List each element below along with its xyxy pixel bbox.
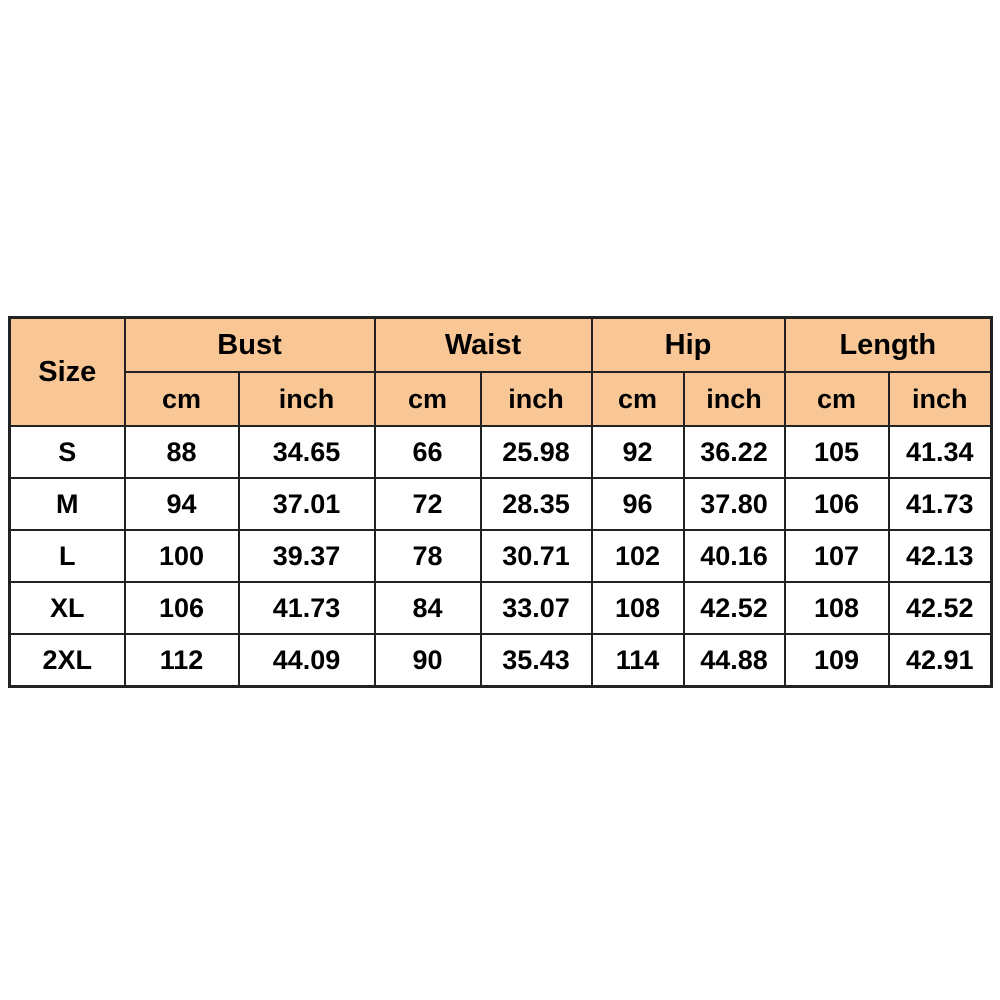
value-cell-bust-inch: 39.37: [237, 529, 376, 583]
size-chart-table: Size Bust Waist Hip Length cm inch cm in…: [8, 316, 994, 688]
size-cell: L: [8, 529, 126, 583]
value-cell-waist-cm: 66: [373, 425, 482, 479]
value-cell-waist-cm: 72: [373, 477, 482, 531]
table-row-s: S 88 34.65 66 25.98 92 36.22 105 41.34: [8, 425, 993, 479]
subheader-bust-cm: cm: [123, 371, 240, 427]
value-cell-waist-inch: 25.98: [479, 425, 593, 479]
value-cell-bust-inch: 41.73: [237, 581, 376, 635]
value-cell-hip-inch: 37.80: [682, 477, 786, 531]
value-cell-length-cm: 105: [783, 425, 890, 479]
value-cell-bust-cm: 88: [123, 425, 240, 479]
header-waist: Waist: [373, 316, 593, 373]
subheader-waist-inch: inch: [479, 371, 593, 427]
value-cell-waist-cm: 78: [373, 529, 482, 583]
value-cell-length-cm: 109: [783, 633, 890, 688]
value-cell-waist-inch: 33.07: [479, 581, 593, 635]
value-cell-length-inch: 42.91: [887, 633, 993, 688]
header-hip: Hip: [590, 316, 786, 373]
size-cell: XL: [8, 581, 126, 635]
value-cell-hip-inch: 40.16: [682, 529, 786, 583]
subheader-length-inch: inch: [887, 371, 993, 427]
value-cell-waist-inch: 35.43: [479, 633, 593, 688]
value-cell-length-inch: 42.13: [887, 529, 993, 583]
value-cell-length-inch: 41.73: [887, 477, 993, 531]
subheader-hip-inch: inch: [682, 371, 786, 427]
value-cell-bust-cm: 100: [123, 529, 240, 583]
value-cell-waist-cm: 84: [373, 581, 482, 635]
value-cell-hip-cm: 92: [590, 425, 685, 479]
size-cell: M: [8, 477, 126, 531]
value-cell-waist-inch: 28.35: [479, 477, 593, 531]
value-cell-hip-cm: 108: [590, 581, 685, 635]
subheader-length-cm: cm: [783, 371, 890, 427]
value-cell-length-inch: 41.34: [887, 425, 993, 479]
value-cell-hip-cm: 102: [590, 529, 685, 583]
value-cell-bust-inch: 34.65: [237, 425, 376, 479]
value-cell-length-cm: 106: [783, 477, 890, 531]
value-cell-bust-cm: 112: [123, 633, 240, 688]
value-cell-length-cm: 108: [783, 581, 890, 635]
table-row-xl: XL 106 41.73 84 33.07 108 42.52 108 42.5…: [8, 581, 993, 635]
value-cell-hip-cm: 96: [590, 477, 685, 531]
subheader-bust-inch: inch: [237, 371, 376, 427]
value-cell-waist-cm: 90: [373, 633, 482, 688]
value-cell-bust-inch: 37.01: [237, 477, 376, 531]
value-cell-hip-inch: 36.22: [682, 425, 786, 479]
size-cell: 2XL: [8, 633, 126, 688]
value-cell-bust-cm: 106: [123, 581, 240, 635]
table-row-l: L 100 39.37 78 30.71 102 40.16 107 42.13: [8, 529, 993, 583]
table-row-2xl: 2XL 112 44.09 90 35.43 114 44.88 109 42.…: [8, 633, 993, 688]
value-cell-hip-inch: 44.88: [682, 633, 786, 688]
header-group-row: Size Bust Waist Hip Length: [8, 316, 993, 427]
value-cell-length-inch: 42.52: [887, 581, 993, 635]
table-row-m: M 94 37.01 72 28.35 96 37.80 106 41.73: [8, 477, 993, 531]
value-cell-hip-inch: 42.52: [682, 581, 786, 635]
value-cell-length-cm: 107: [783, 529, 890, 583]
value-cell-bust-inch: 44.09: [237, 633, 376, 688]
header-size: Size: [8, 316, 126, 427]
header-bust: Bust: [123, 316, 376, 373]
subheader-hip-cm: cm: [590, 371, 685, 427]
header-unit-row: cm inch cm inch cm inch cm inch: [10, 371, 993, 427]
value-cell-waist-inch: 30.71: [479, 529, 593, 583]
subheader-waist-cm: cm: [373, 371, 482, 427]
header-length: Length: [783, 316, 993, 373]
size-cell: S: [8, 425, 126, 479]
value-cell-hip-cm: 114: [590, 633, 685, 688]
value-cell-bust-cm: 94: [123, 477, 240, 531]
